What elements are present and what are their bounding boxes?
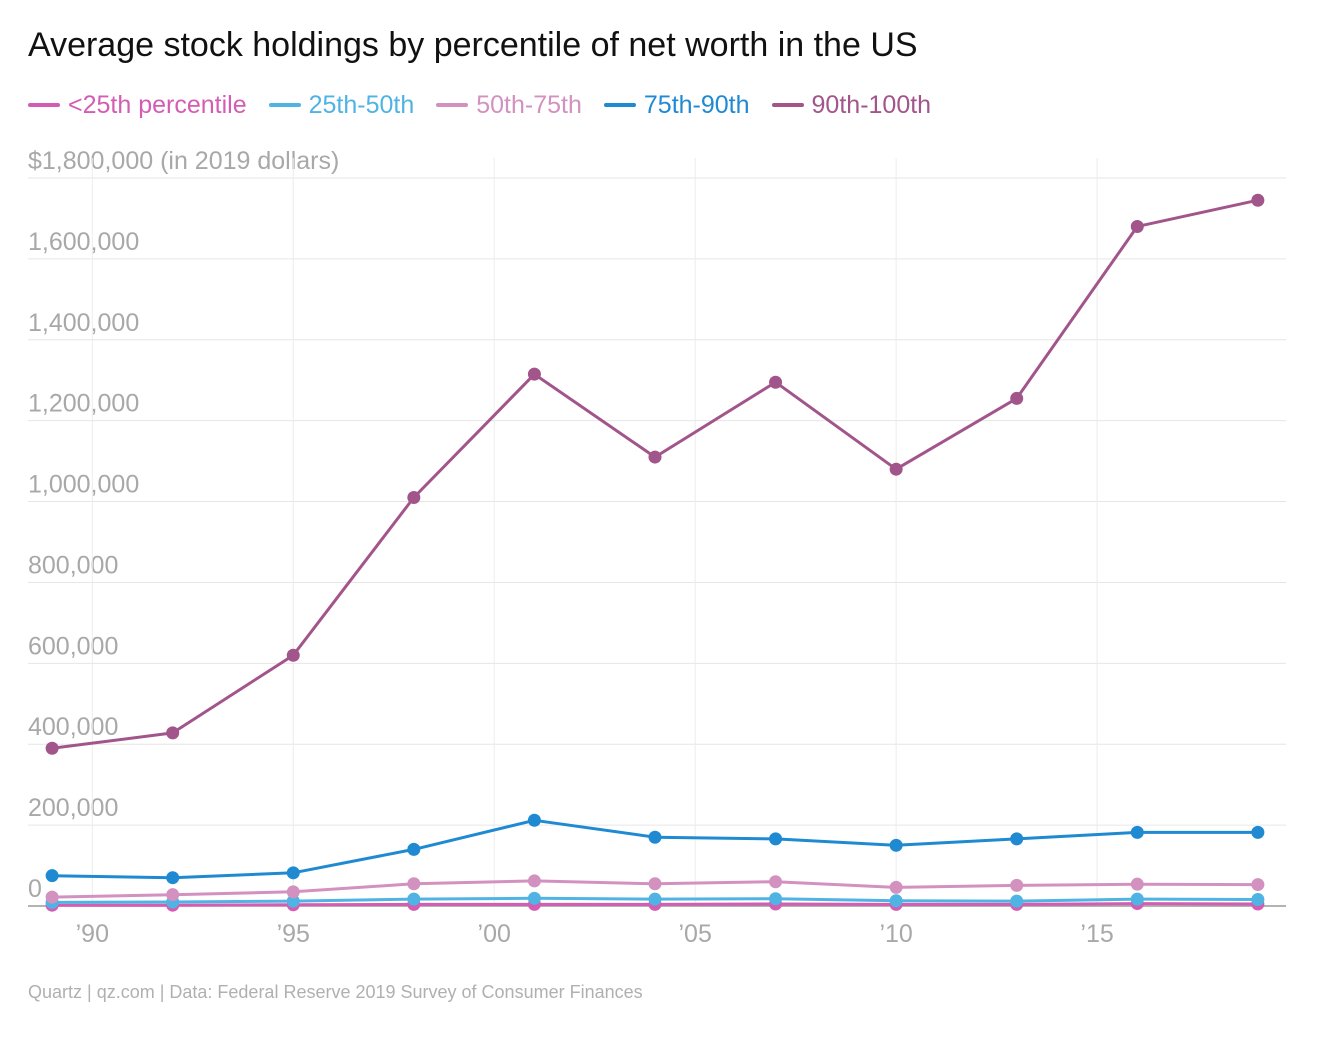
chart-title: Average stock holdings by percentile of … [28, 26, 918, 64]
legend-swatch [268, 103, 301, 107]
data-point-2 [648, 877, 662, 891]
source-note: Quartz | qz.com | Data: Federal Reserve … [28, 982, 643, 1002]
legend-item: 75th-90th [603, 90, 750, 120]
data-point-4 [1010, 391, 1024, 405]
data-point-2 [527, 874, 541, 888]
series-line-3 [50, 818, 1260, 880]
data-point-2 [889, 880, 903, 894]
data-point-4 [407, 491, 421, 505]
data-point-3 [527, 813, 541, 827]
data-point-4 [1130, 220, 1144, 234]
legend-swatch [28, 103, 60, 107]
data-point-4 [166, 726, 180, 740]
y-tick-label: $1,800,000 (in 2019 dollars) [28, 147, 339, 175]
legend-swatch [436, 103, 469, 107]
x-tick-label: ’05 [678, 920, 711, 948]
data-point-3 [407, 842, 421, 856]
data-point-3 [889, 838, 903, 852]
y-tick-label: 1,600,000 [28, 228, 139, 256]
legend-item: 90th-100th [771, 90, 932, 120]
data-point-2 [286, 885, 300, 899]
data-point-3 [166, 871, 180, 885]
data-point-2 [45, 890, 59, 904]
data-point-3 [648, 830, 662, 844]
data-point-4 [769, 375, 783, 389]
y-tick-label: 1,000,000 [28, 471, 139, 499]
data-point-4 [1251, 193, 1265, 207]
y-tick-label: 1,200,000 [28, 390, 139, 418]
legend-label: 75th-90th [643, 90, 750, 119]
legend-item: 50th-75th [436, 91, 582, 120]
y-tick-label: 200,000 [28, 794, 118, 822]
data-point-2 [166, 888, 180, 902]
legend-item: <25th percentile [28, 91, 247, 120]
x-tick-label: ’10 [879, 920, 912, 948]
data-point-2 [1130, 877, 1144, 891]
data-point-1 [527, 891, 541, 905]
data-point-2 [1010, 878, 1024, 892]
data-point-3 [1010, 832, 1024, 846]
series-line-4 [50, 198, 1260, 750]
data-point-2 [1251, 878, 1265, 892]
data-point-1 [1010, 894, 1024, 908]
data-point-1 [889, 894, 903, 908]
data-point-3 [769, 832, 783, 846]
legend-label: 50th-75th [476, 90, 582, 119]
legend-label: <25th percentile [68, 90, 247, 119]
legend-swatch [771, 103, 804, 107]
data-point-4 [45, 741, 59, 755]
data-point-4 [286, 648, 300, 662]
data-point-1 [648, 892, 662, 906]
data-point-4 [648, 450, 662, 464]
legend-label: 25th-50th [308, 90, 415, 119]
legend-label: 90th-100th [811, 90, 932, 119]
data-point-4 [889, 462, 903, 476]
legend-swatch [603, 103, 636, 107]
x-tick-label: ’15 [1080, 920, 1113, 948]
data-point-1 [286, 894, 300, 908]
data-point-1 [769, 892, 783, 906]
y-tick-label: 600,000 [28, 632, 118, 660]
data-point-1 [1251, 893, 1265, 907]
data-point-1 [1130, 892, 1144, 906]
data-point-4 [527, 367, 541, 381]
legend-item: 25th-50th [268, 90, 415, 120]
data-point-1 [407, 892, 421, 906]
y-tick-label: 0 [28, 875, 42, 903]
x-tick-label: ’00 [478, 920, 511, 948]
x-tick-label: ’90 [76, 920, 109, 948]
data-point-2 [769, 875, 783, 889]
y-tick-label: 400,000 [28, 713, 118, 741]
y-tick-label: 800,000 [28, 551, 118, 579]
data-point-3 [1130, 825, 1144, 839]
data-point-2 [407, 877, 421, 891]
chart-legend: <25th percentile 25th-50th 50th-75th 75th-9… [28, 88, 953, 122]
data-point-3 [1251, 825, 1265, 839]
data-point-3 [45, 869, 59, 883]
data-point-3 [286, 866, 300, 880]
y-tick-label: 1,400,000 [28, 309, 139, 337]
x-tick-label: ’95 [277, 920, 310, 948]
